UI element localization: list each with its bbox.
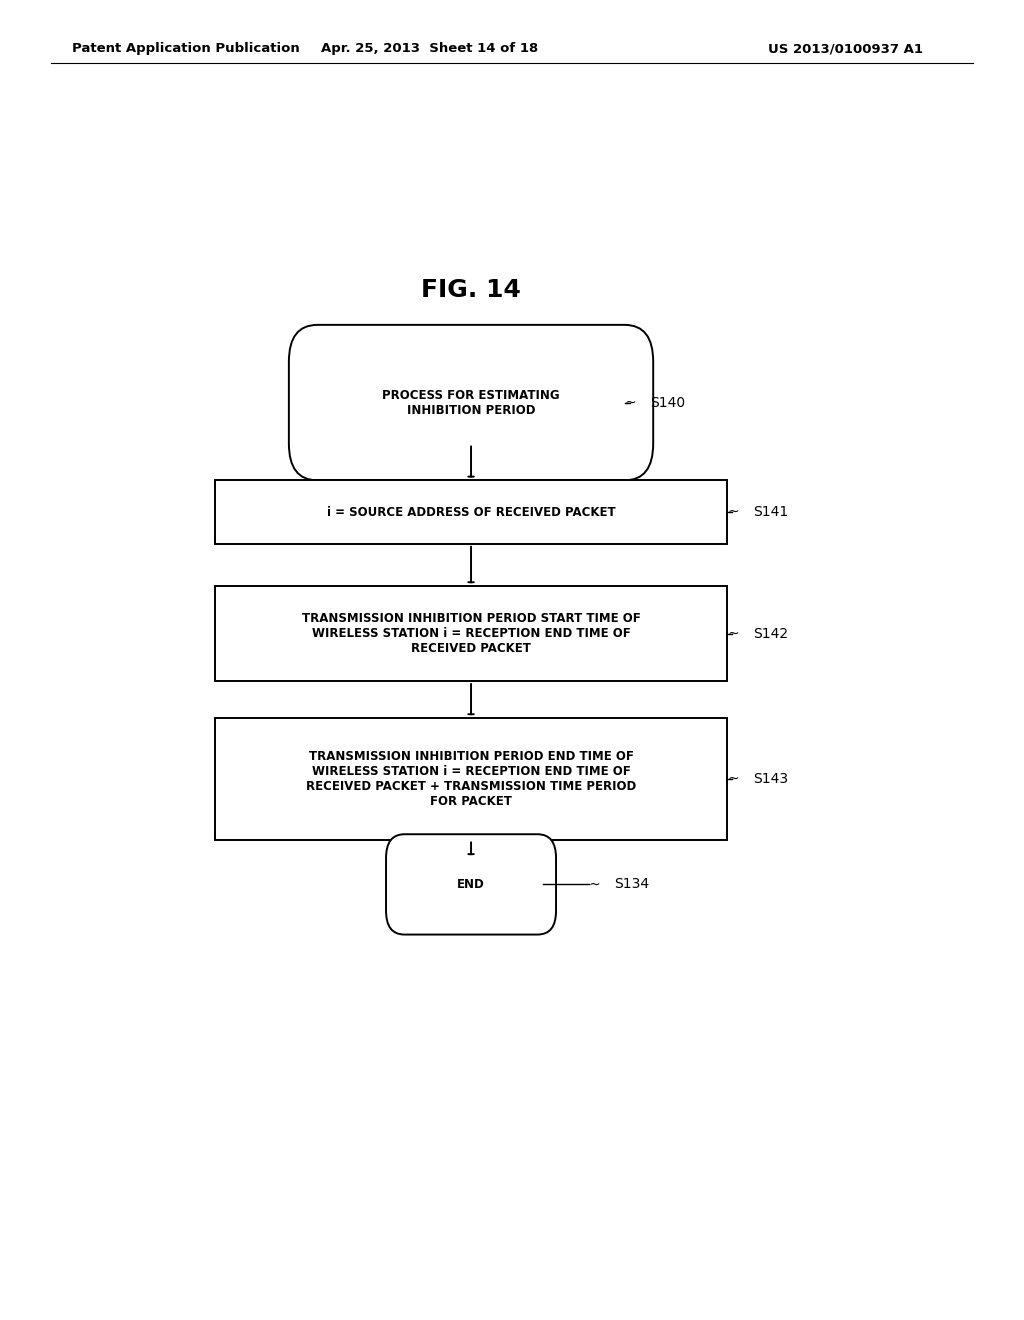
FancyBboxPatch shape — [215, 480, 727, 544]
Text: ~: ~ — [727, 772, 738, 785]
FancyBboxPatch shape — [386, 834, 556, 935]
Text: ~: ~ — [589, 878, 600, 891]
Text: PROCESS FOR ESTIMATING
INHIBITION PERIOD: PROCESS FOR ESTIMATING INHIBITION PERIOD — [382, 388, 560, 417]
Text: TRANSMISSION INHIBITION PERIOD END TIME OF
WIRELESS STATION i = RECEPTION END TI: TRANSMISSION INHIBITION PERIOD END TIME … — [306, 750, 636, 808]
Text: S134: S134 — [614, 878, 649, 891]
Text: END: END — [457, 878, 485, 891]
FancyBboxPatch shape — [215, 586, 727, 681]
Text: S140: S140 — [650, 396, 685, 409]
Text: TRANSMISSION INHIBITION PERIOD START TIME OF
WIRELESS STATION i = RECEPTION END : TRANSMISSION INHIBITION PERIOD START TIM… — [302, 612, 640, 655]
Text: i = SOURCE ADDRESS OF RECEIVED PACKET: i = SOURCE ADDRESS OF RECEIVED PACKET — [327, 506, 615, 519]
Text: ~: ~ — [727, 627, 738, 640]
Text: S141: S141 — [753, 506, 787, 519]
Text: FIG. 14: FIG. 14 — [421, 279, 521, 302]
Text: S143: S143 — [753, 772, 787, 785]
Text: Patent Application Publication: Patent Application Publication — [72, 42, 299, 55]
Text: ~: ~ — [625, 396, 636, 409]
Text: US 2013/0100937 A1: US 2013/0100937 A1 — [768, 42, 923, 55]
FancyBboxPatch shape — [215, 718, 727, 840]
FancyBboxPatch shape — [289, 325, 653, 480]
Text: S142: S142 — [753, 627, 787, 640]
Text: ~: ~ — [727, 506, 738, 519]
Text: Apr. 25, 2013  Sheet 14 of 18: Apr. 25, 2013 Sheet 14 of 18 — [322, 42, 539, 55]
